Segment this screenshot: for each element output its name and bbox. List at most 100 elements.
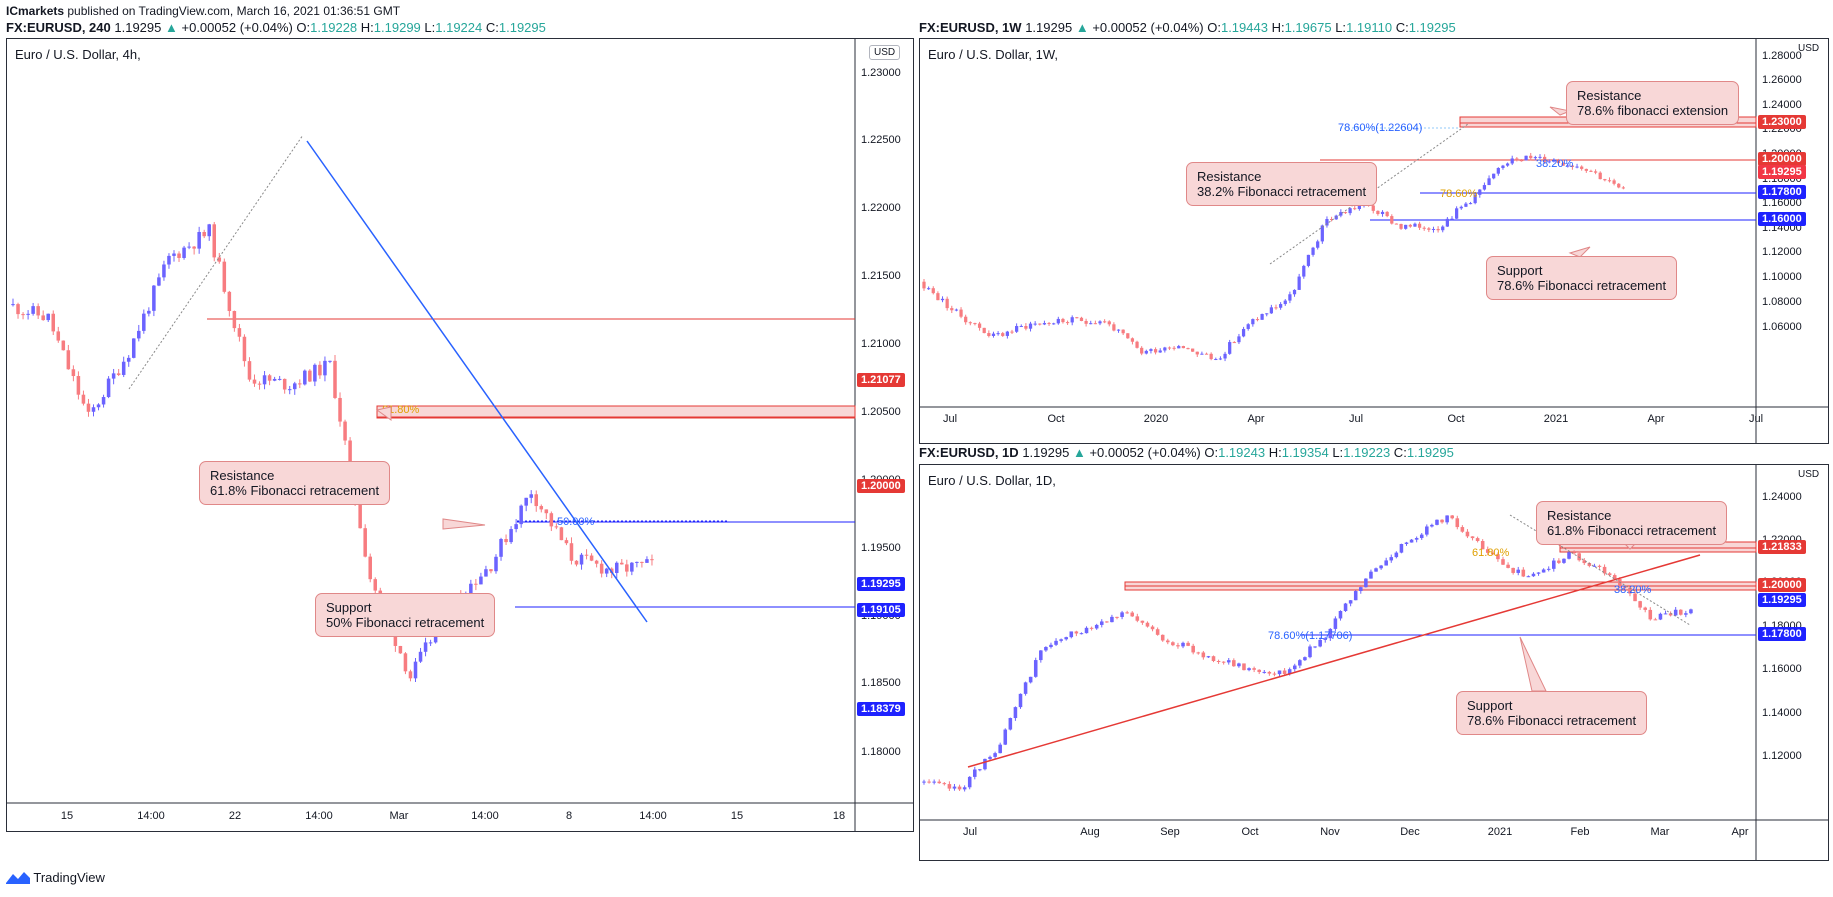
candle-body (86, 403, 91, 412)
candle-body (1470, 536, 1475, 539)
candle-body (973, 769, 977, 777)
candle-body (1440, 519, 1444, 523)
callout-line: 78.6% Fibonacci retracement (1497, 278, 1667, 293)
candle-body (1598, 172, 1602, 180)
currency-label[interactable]: USD (1798, 469, 1820, 480)
candle-body (152, 285, 156, 311)
candle-body (1042, 323, 1047, 325)
callout-pointer (375, 406, 392, 421)
candle-body (469, 583, 473, 597)
candle-body (1538, 156, 1542, 158)
price-tick-label: 1.06000 (1762, 321, 1802, 333)
candle-body (1211, 656, 1216, 662)
candle-body (954, 309, 959, 311)
close-value: 1.19295 (498, 20, 546, 35)
candle-body (1413, 223, 1417, 227)
candle-body (338, 397, 342, 422)
candle-body (1621, 187, 1625, 189)
price-badge-resistance: 1.21833 (1758, 540, 1806, 554)
price-change: +0.00052 (+0.04%) (181, 20, 293, 35)
callout-line: 38.2% Fibonacci retracement (1197, 184, 1367, 199)
chart-panel-1w[interactable]: Euro / U.S. Dollar, 1W, 78.60%(1.22604) 3… (919, 38, 1829, 444)
candle-body (1648, 609, 1653, 620)
chart-canvas-4h[interactable]: 61.80%50.00% (7, 39, 913, 831)
candle-body (1145, 622, 1150, 627)
candle-body (177, 253, 181, 258)
candle-body (227, 291, 232, 312)
candle-body (298, 383, 302, 385)
candle-body (1689, 609, 1693, 614)
candle-body (282, 378, 287, 390)
candle-body (423, 642, 428, 652)
candle-body (1214, 359, 1218, 361)
candle-body (927, 781, 931, 783)
chart-panel-4h[interactable]: Euro / U.S. Dollar, 4h, 61.80% 50.00% USD… (6, 38, 914, 832)
candle-body (1589, 170, 1593, 172)
candle-body (1316, 241, 1320, 248)
candle-body (1010, 331, 1014, 333)
candle-body (514, 524, 518, 530)
candle-body (1047, 323, 1051, 325)
candle-body (1524, 155, 1528, 161)
callout-line: Resistance (1547, 508, 1612, 523)
candle-body (1376, 210, 1380, 215)
candle-body (1306, 254, 1311, 266)
price-badge-support: 1.18379 (857, 702, 905, 716)
price-tick-label: 1.18000 (861, 746, 901, 758)
high-value: 1.19675 (1284, 20, 1332, 35)
candle-body (534, 494, 539, 507)
callout-pointer (1519, 636, 1547, 692)
candle-body (942, 783, 947, 785)
candle-body (1506, 564, 1510, 568)
candle-body (1130, 612, 1135, 617)
candle-body (1279, 304, 1283, 308)
candle-body (222, 261, 227, 292)
trendline-blue (306, 140, 648, 623)
price-badge-resistance: 1.21077 (857, 373, 905, 387)
chart-canvas-1d[interactable]: 61.80% 38.20% 78.60%(1.17706) (920, 465, 1828, 860)
candle-body (931, 288, 935, 294)
candle-body (1191, 348, 1195, 352)
candle-body (1226, 660, 1231, 663)
time-tick-label: Apr (1731, 826, 1749, 838)
candle-body (635, 561, 639, 563)
candle-body (1419, 534, 1424, 539)
candle-body (318, 364, 322, 376)
callout-resistance: Resistance 61.8% Fibonacci retracement (199, 461, 391, 505)
candle-body (519, 505, 523, 525)
candle-body (1144, 350, 1148, 354)
candle-body (1529, 155, 1533, 159)
candle-body (1153, 349, 1158, 353)
candle-body (1417, 223, 1422, 228)
candle-body (1103, 321, 1107, 323)
candle-body (313, 364, 317, 382)
candle-body (96, 404, 101, 408)
candle-body (1150, 626, 1155, 630)
candle-body (983, 758, 987, 770)
candle-body (1038, 323, 1042, 325)
tradingview-logo[interactable]: TradingView (6, 870, 105, 887)
currency-label[interactable]: USD (869, 45, 901, 60)
candle-body (1298, 660, 1302, 666)
candle-body (1287, 669, 1292, 674)
candle-body (1201, 652, 1206, 658)
time-tick-label: 18 (832, 810, 846, 822)
chart-title: Euro / U.S. Dollar, 4h, (15, 47, 141, 62)
candle-body (1049, 644, 1053, 648)
chart-panel-1d[interactable]: Euro / U.S. Dollar, 1D, 61.80% 38.20% 78.6… (919, 464, 1829, 861)
candle-body (373, 579, 378, 591)
currency-label[interactable]: USD (1798, 43, 1820, 54)
candle-body (1357, 205, 1361, 210)
candle-body (1241, 328, 1246, 337)
candle-body (187, 246, 191, 248)
candle-body (1098, 321, 1102, 324)
candle-body (945, 298, 949, 309)
candle-body (1135, 341, 1139, 348)
candle-body (1015, 326, 1019, 332)
candle-body (1242, 663, 1246, 671)
time-tick-label: 15 (730, 810, 744, 822)
callout-resistance: Resistance 38.2% Fibonacci retracement (1186, 162, 1378, 206)
candle-body (1394, 223, 1399, 225)
candle-body (1348, 600, 1353, 604)
candle-body (1112, 324, 1116, 331)
